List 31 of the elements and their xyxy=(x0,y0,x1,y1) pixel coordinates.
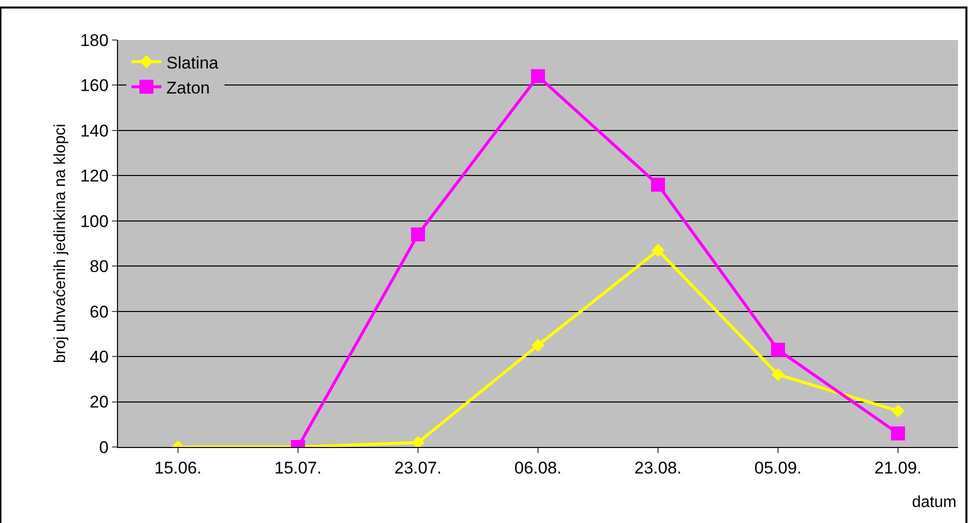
point xyxy=(891,426,905,440)
x-tick-label: 05.09. xyxy=(754,458,802,478)
point xyxy=(412,436,424,447)
y-tick-label: 20 xyxy=(90,392,109,412)
x-axis-title: datum xyxy=(912,494,956,511)
point xyxy=(411,227,425,242)
point xyxy=(892,404,904,418)
x-tick-label: 23.07. xyxy=(394,458,442,478)
x-tick-label: 21.09. xyxy=(874,458,922,478)
y-tick-label: 40 xyxy=(90,348,109,367)
legend-label: Zaton xyxy=(166,78,210,98)
point xyxy=(771,342,785,357)
point xyxy=(652,244,664,257)
y-tick-label: 140 xyxy=(80,121,109,140)
y-tick-label: 180 xyxy=(80,30,109,50)
point xyxy=(532,338,544,352)
y-tick-label: 160 xyxy=(80,76,109,96)
y-axis-title: broj uhvaćenih jedinkina na klopci xyxy=(52,124,70,364)
legend-label: Slatina xyxy=(166,53,219,72)
x-tick-label: 15.06. xyxy=(154,458,202,478)
point xyxy=(772,368,784,382)
y-tick-label: 60 xyxy=(90,302,109,322)
point xyxy=(651,178,665,192)
y-tick-label: 100 xyxy=(80,212,109,231)
y-tick-label: 0 xyxy=(99,438,109,457)
y-tick-label: 120 xyxy=(80,166,109,186)
point xyxy=(531,69,545,84)
x-tick-label: 06.08. xyxy=(514,458,562,478)
y-tick-label: 80 xyxy=(90,257,109,276)
x-tick-label: 23.08. xyxy=(634,458,682,478)
x-tick-label: 15.07. xyxy=(274,458,322,478)
